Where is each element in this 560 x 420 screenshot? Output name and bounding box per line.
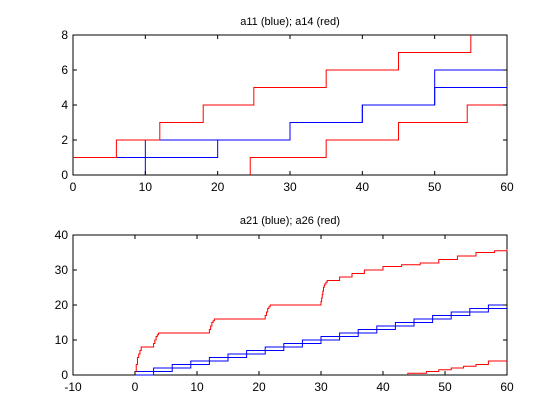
x-tick-label: 0 [132, 380, 139, 394]
x-tick-label: 40 [376, 380, 390, 394]
axes-bottom: a21 (blue); a26 (red) -10 0 10 20 30 40 50 6001… [55, 215, 514, 394]
x-tick-label: 60 [500, 380, 514, 394]
series-line-4 [407, 360, 507, 375]
series-line-3 [73, 35, 472, 158]
y-tick-label: 10 [55, 333, 69, 347]
x-tick-label: 20 [211, 180, 225, 194]
series-line-2 [73, 69, 507, 158]
x-tick-label: -10 [64, 380, 82, 394]
series-layer [135, 249, 508, 376]
series-line-3 [135, 249, 508, 372]
x-tick-label: 50 [428, 180, 442, 194]
x-tick-label: 30 [314, 380, 328, 394]
y-tick-label: 30 [55, 263, 69, 277]
x-tick-label: 20 [252, 380, 266, 394]
chart-title: a11 (blue); a14 (red) [240, 16, 339, 28]
x-tick-label: 40 [356, 180, 370, 194]
y-tick-label: 6 [61, 63, 68, 77]
axes-frame [72, 34, 508, 176]
series-line-1 [144, 87, 507, 175]
y-tick-label: 2 [61, 133, 68, 147]
x-tick-label: 50 [438, 380, 452, 394]
y-tick-label: 20 [55, 298, 69, 312]
series-line-2 [135, 308, 507, 376]
y-tick-label: 0 [61, 368, 68, 382]
series-layer [73, 35, 507, 175]
x-tick-label: 60 [500, 180, 514, 194]
series-line-1 [135, 304, 507, 372]
y-tick-label: 4 [61, 98, 68, 112]
chart-title: a21 (blue); a26 (red) [240, 215, 340, 227]
x-tick-label: 0 [70, 180, 77, 194]
y-tick-label: 0 [61, 168, 68, 182]
axes-top: a11 (blue); a14 (red) 0 10 20 30 40 50 60 0 2 4 6 8 [61, 16, 514, 194]
x-tick-label: 10 [190, 380, 204, 394]
tick-layer: 0 10 20 30 40 50 60 0 2 4 6 8 [61, 28, 514, 194]
y-tick-label: 8 [61, 28, 68, 42]
y-tick-label: 40 [55, 228, 69, 242]
x-tick-label: 30 [283, 180, 297, 194]
series-line-4 [249, 104, 507, 175]
x-tick-label: 10 [139, 180, 153, 194]
